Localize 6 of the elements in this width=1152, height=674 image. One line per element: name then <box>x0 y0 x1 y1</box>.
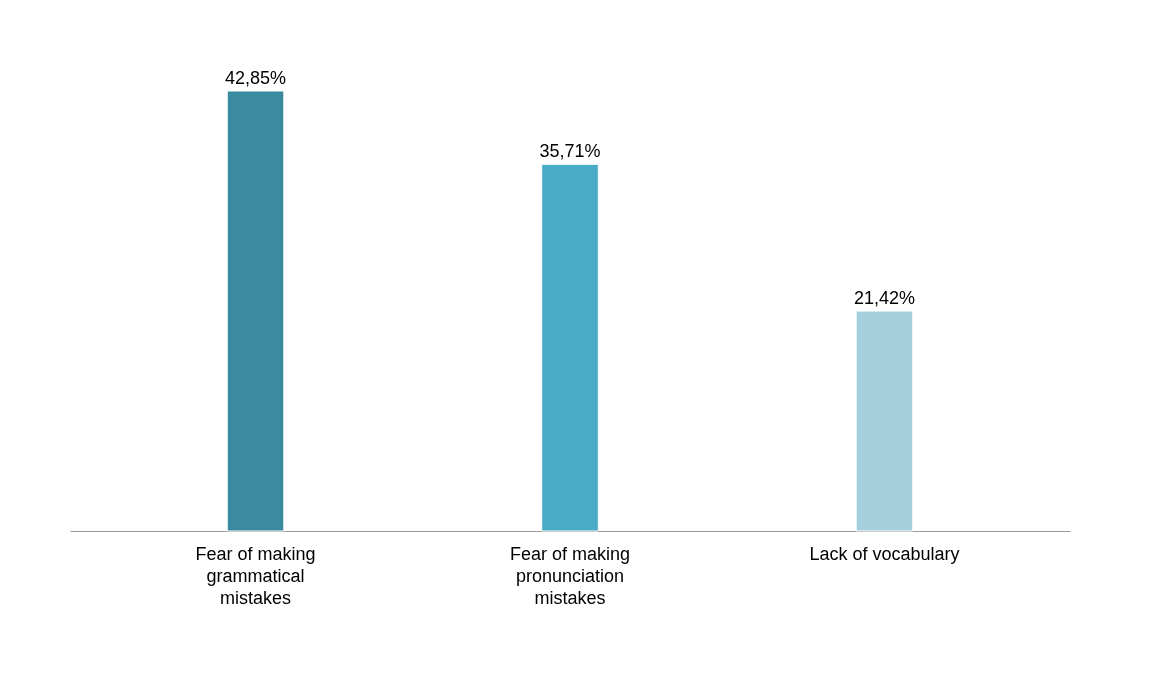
data-label: 21,42% <box>853 288 915 309</box>
data-label: 35,71% <box>539 141 601 162</box>
x-tick-label: Lack of vocabulary <box>809 543 960 564</box>
data-label: 42,85% <box>225 68 287 88</box>
x-tick-label: Fear of making grammatical mistakes <box>195 543 316 608</box>
x-tick-label: Fear of making pronunciation mistakes <box>509 543 631 608</box>
